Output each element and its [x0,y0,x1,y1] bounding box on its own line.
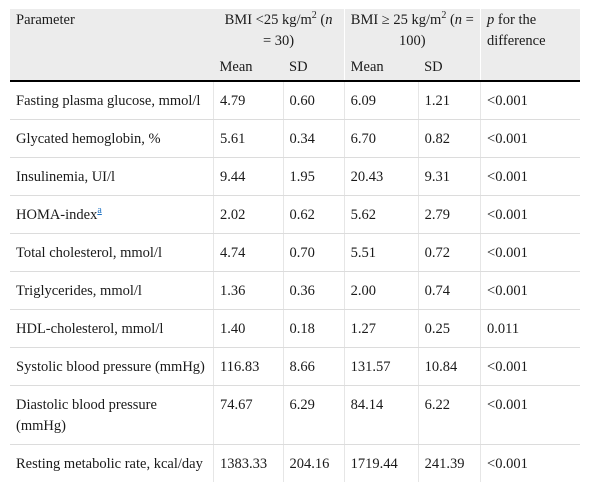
mean-bmi-over-25-cell: 1.27 [344,310,418,348]
p-value-cell: <0.001 [481,158,580,196]
sd-bmi-under-25-cell: 1.95 [283,158,344,196]
parameter-cell: HDL-cholesterol, mmol/l [10,310,213,348]
mean-bmi-under-25-cell: 9.44 [213,158,283,196]
sd-bmi-under-25-cell: 0.34 [283,120,344,158]
mean-bmi-under-25-cell: 74.67 [213,386,283,445]
mean-bmi-over-25-cell: 6.09 [344,81,418,120]
sd-bmi-under-25-cell: 0.18 [283,310,344,348]
sd-bmi-over-25-cell: 10.84 [418,348,480,386]
sd-bmi-over-25-cell: 0.74 [418,272,480,310]
p-value-cell: 0.011 [481,310,580,348]
sd-bmi-under-25-cell: 0.70 [283,234,344,272]
footnote-link[interactable]: a [97,205,101,216]
sd-bmi-under-25-cell: 8.66 [283,348,344,386]
sd-bmi-over-25-cell: 2.79 [418,196,480,234]
parameter-cell: HOMA-indexa [10,196,213,234]
sd-bmi-over-25-cell: 241.39 [418,445,480,482]
table-header: Parameter BMI <25 kg/m2 (n = 30) BMI ≥ 2… [10,9,580,81]
p-value-cell: <0.001 [481,81,580,120]
sd-bmi-under-25-cell: 204.16 [283,445,344,482]
mean-bmi-under-25-cell: 4.74 [213,234,283,272]
sd-bmi-under-25-cell: 6.29 [283,386,344,445]
header-parameter: Parameter [10,9,213,81]
mean-bmi-over-25-cell: 1719.44 [344,445,418,482]
sd-bmi-over-25-cell: 0.25 [418,310,480,348]
p-value-cell: <0.001 [481,234,580,272]
mean-bmi-over-25-cell: 84.14 [344,386,418,445]
mean-bmi-over-25-cell: 20.43 [344,158,418,196]
header-sd-1: SD [283,55,344,81]
header-p-value: p for the difference [481,9,580,81]
mean-bmi-under-25-cell: 1.40 [213,310,283,348]
header-sd-2: SD [418,55,480,81]
mean-bmi-under-25-cell: 1383.33 [213,445,283,482]
mean-bmi-under-25-cell: 2.02 [213,196,283,234]
sd-bmi-under-25-cell: 0.60 [283,81,344,120]
parameter-cell: Resting metabolic rate, kcal/day [10,445,213,482]
p-value-cell: <0.001 [481,272,580,310]
header-group-bmi-over-25: BMI ≥ 25 kg/m2 (n = 100) [344,9,480,55]
mean-bmi-over-25-cell: 6.70 [344,120,418,158]
parameter-cell: Systolic blood pressure (mmHg) [10,348,213,386]
mean-bmi-over-25-cell: 131.57 [344,348,418,386]
parameter-cell: Diastolic blood pressure (mmHg) [10,386,213,445]
mean-bmi-under-25-cell: 4.79 [213,81,283,120]
header-group-bmi-under-25: BMI <25 kg/m2 (n = 30) [213,9,344,55]
mean-bmi-under-25-cell: 116.83 [213,348,283,386]
p-value-cell: <0.001 [481,120,580,158]
sd-bmi-under-25-cell: 0.62 [283,196,344,234]
header-mean-2: Mean [344,55,418,81]
mean-bmi-under-25-cell: 5.61 [213,120,283,158]
parameter-cell: Glycated hemoglobin, % [10,120,213,158]
parameter-cell: Insulinemia, UI/l [10,158,213,196]
parameter-cell: Total cholesterol, mmol/l [10,234,213,272]
sd-bmi-under-25-cell: 0.36 [283,272,344,310]
mean-bmi-over-25-cell: 5.51 [344,234,418,272]
sd-bmi-over-25-cell: 0.72 [418,234,480,272]
sd-bmi-over-25-cell: 6.22 [418,386,480,445]
p-value-cell: <0.001 [481,196,580,234]
sd-bmi-over-25-cell: 9.31 [418,158,480,196]
parameter-cell: Triglycerides, mmol/l [10,272,213,310]
mean-bmi-over-25-cell: 2.00 [344,272,418,310]
p-value-cell: <0.001 [481,445,580,482]
p-value-cell: <0.001 [481,348,580,386]
parameter-cell: Fasting plasma glucose, mmol/l [10,81,213,120]
data-table: Parameter BMI <25 kg/m2 (n = 30) BMI ≥ 2… [10,9,580,482]
header-mean-1: Mean [213,55,283,81]
sd-bmi-over-25-cell: 1.21 [418,81,480,120]
p-value-cell: <0.001 [481,386,580,445]
sd-bmi-over-25-cell: 0.82 [418,120,480,158]
mean-bmi-over-25-cell: 5.62 [344,196,418,234]
mean-bmi-under-25-cell: 1.36 [213,272,283,310]
